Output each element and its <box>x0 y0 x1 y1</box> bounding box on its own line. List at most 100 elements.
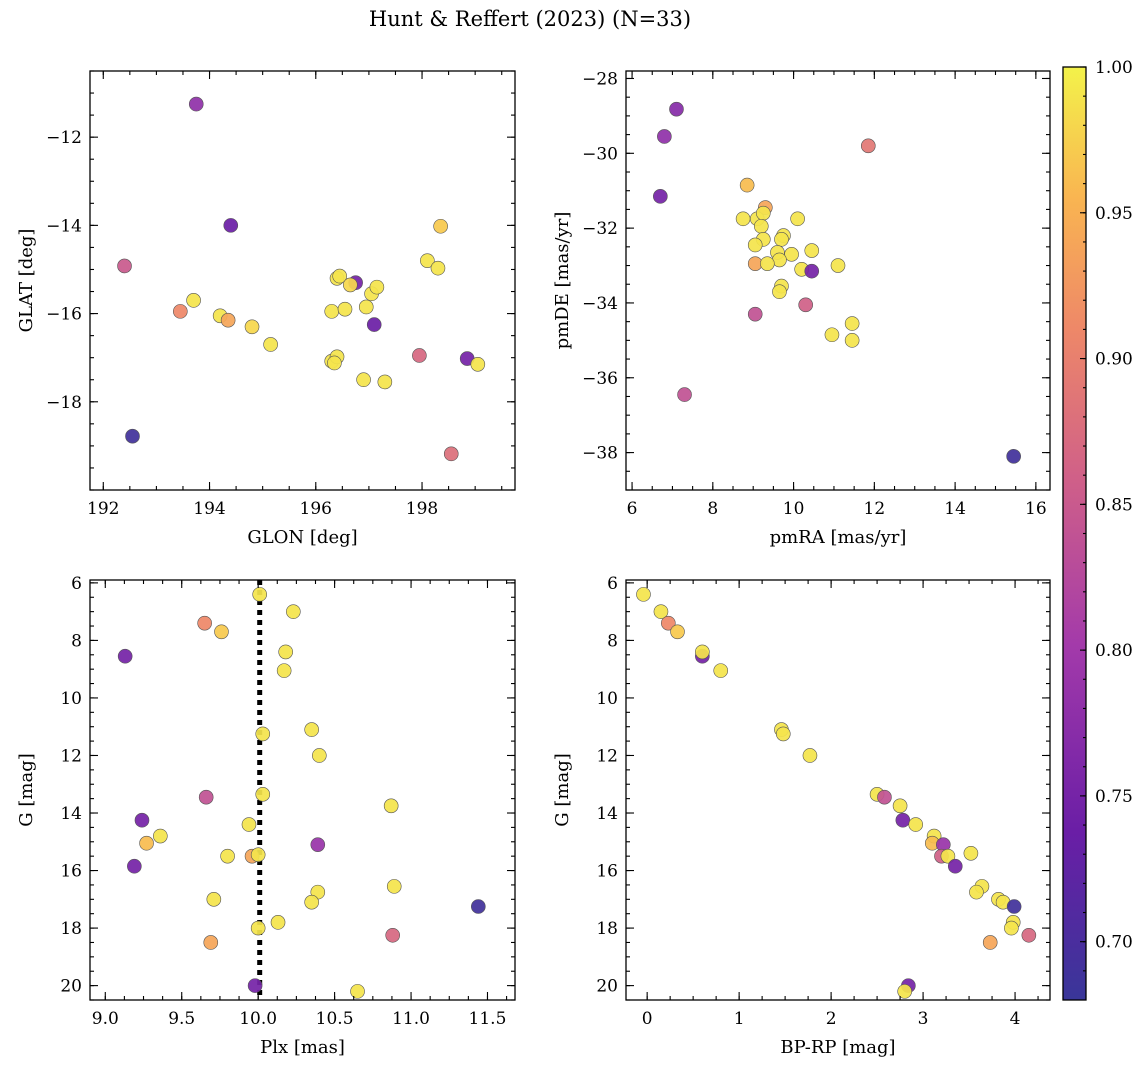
data-point <box>784 247 799 262</box>
x-tick-label: 1 <box>734 1009 745 1029</box>
data-point <box>312 748 327 763</box>
data-point <box>173 304 188 319</box>
data-point <box>153 828 168 844</box>
x-tick-label: 11.0 <box>392 1009 430 1029</box>
data-point <box>220 848 235 864</box>
y-tick-label: −14 <box>46 216 82 236</box>
data-point <box>713 663 729 678</box>
y-tick-label: −36 <box>582 369 618 389</box>
data-point <box>214 624 229 640</box>
y-tick-label: 18 <box>596 919 618 939</box>
data-point <box>844 333 860 348</box>
data-point <box>139 835 154 851</box>
data-point <box>255 726 271 742</box>
x-tick-label: 2 <box>826 1009 837 1029</box>
y-tick-label: −34 <box>582 294 618 314</box>
data-point <box>963 845 979 861</box>
data-point <box>244 319 260 335</box>
x-tick-label: 194 <box>193 499 225 519</box>
data-point <box>657 129 672 144</box>
data-point <box>790 211 805 227</box>
data-point <box>412 348 427 363</box>
data-point <box>895 812 911 828</box>
y-tick-label: −32 <box>582 219 618 239</box>
y-tick-label: 16 <box>596 862 618 882</box>
data-point <box>278 644 293 660</box>
x-axis-label: GLON [deg] <box>247 527 357 548</box>
data-point <box>117 258 132 274</box>
data-point <box>1021 927 1037 943</box>
data-point <box>241 817 257 832</box>
colorbar-tick-label: 0.95 <box>1095 204 1133 224</box>
y-tick-label: −28 <box>582 69 618 89</box>
data-point <box>636 587 651 602</box>
data-point <box>286 604 301 619</box>
y-tick-label: 8 <box>71 631 82 651</box>
data-point <box>127 858 142 874</box>
colorbar: 0.70 0.75 0.80 0.85 0.90 0.95 1.00 <box>1062 58 1133 1001</box>
data-point <box>669 101 684 117</box>
data-point <box>897 984 912 999</box>
data-point <box>969 884 984 900</box>
data-point <box>383 798 399 814</box>
data-point <box>420 253 435 268</box>
x-tick-label: 14 <box>944 499 966 519</box>
panel-pmra-pmde: 6 8 10 12 14 16 −38 −36 −34 −32 −30 −28 pmRA [mas/yr… <box>552 69 1051 548</box>
data-point <box>188 96 204 112</box>
data-point <box>755 205 771 221</box>
data-point <box>366 317 382 332</box>
data-point <box>1004 920 1019 936</box>
data-point <box>198 789 214 805</box>
data-point <box>356 372 371 388</box>
x-tick-label: 12 <box>864 499 886 519</box>
data-point <box>263 337 278 352</box>
data-point <box>197 615 212 631</box>
data-point <box>877 789 892 805</box>
data-point <box>830 258 846 273</box>
data-point <box>327 355 342 371</box>
data-point <box>677 387 692 402</box>
data-point <box>1006 899 1022 914</box>
data-point <box>772 284 787 300</box>
data-point <box>775 726 791 742</box>
data-point <box>332 268 347 284</box>
y-tick-label: −30 <box>582 144 618 164</box>
y-axis-label: pmDE [mas/yr] <box>552 212 573 350</box>
data-point <box>774 232 789 247</box>
data-point <box>844 316 860 331</box>
data-point <box>802 748 818 763</box>
data-point <box>223 218 239 233</box>
data-point <box>125 428 140 444</box>
data-point <box>385 927 400 943</box>
data-point <box>940 848 956 864</box>
data-point <box>739 177 755 193</box>
y-axis-label: G [mag] <box>16 753 37 826</box>
x-tick-label: 10 <box>783 499 805 519</box>
x-tick-label: 16 <box>1025 499 1047 519</box>
colorbar-tick-label: 0.80 <box>1095 641 1133 661</box>
data-point <box>747 306 763 322</box>
axes-frame <box>89 70 516 491</box>
data-point <box>250 920 266 936</box>
data-point <box>203 935 219 950</box>
figure-title: Hunt & Reffert (2023) (N=33) <box>369 7 691 31</box>
y-tick-label: 20 <box>596 977 618 997</box>
data-point <box>824 327 840 343</box>
data-point <box>186 293 201 308</box>
colorbar-tick-label: 1.00 <box>1095 58 1133 78</box>
colorbar-tick-label: 0.70 <box>1095 933 1133 953</box>
data-point <box>134 812 150 828</box>
data-point <box>753 218 769 234</box>
y-tick-label: 20 <box>60 977 82 997</box>
data-point <box>343 277 358 293</box>
panel-plx-g: 9.0 9.5 10.0 10.5 11.0 11.5 6 8 10 12 14 16 18 20 Plx … <box>16 574 516 1058</box>
y-tick-label: −38 <box>582 444 618 464</box>
data-point <box>470 356 486 372</box>
data-point <box>1006 449 1021 464</box>
y-tick-label: 12 <box>60 746 82 766</box>
data-point <box>653 604 669 619</box>
data-point <box>982 935 998 950</box>
colorbar-tick-label: 0.85 <box>1095 495 1133 515</box>
data-point <box>255 787 271 802</box>
